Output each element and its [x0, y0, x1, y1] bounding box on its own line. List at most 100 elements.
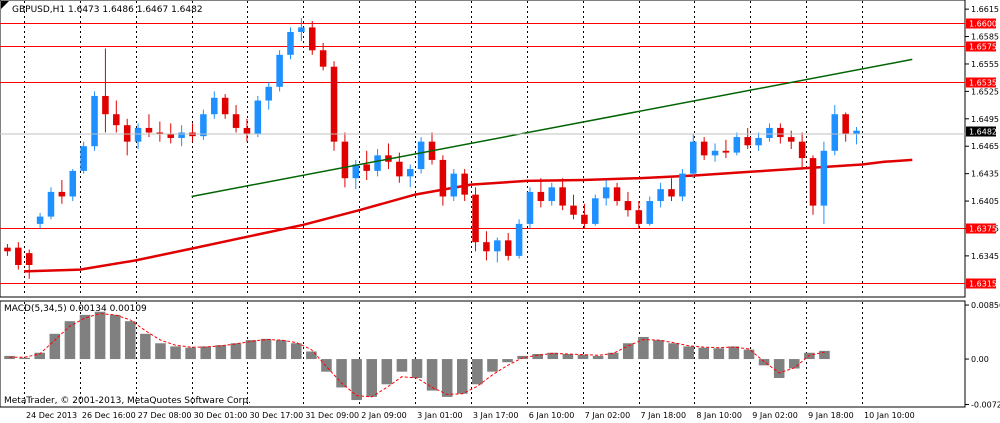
price-tick-label: 1.6555 [971, 60, 999, 69]
candle-body [602, 187, 610, 199]
macd-histogram [4, 311, 830, 401]
macd-bar [683, 346, 694, 360]
candle-body [47, 191, 55, 217]
trendline[interactable] [191, 58, 913, 198]
candle-body [211, 97, 218, 115]
time-tick-label: 30 Dec 17:00 [249, 411, 303, 420]
candle-body [145, 127, 153, 133]
macd-bar [638, 336, 649, 360]
macd-bar [155, 343, 166, 360]
level-label: 1.6375 [969, 225, 997, 234]
macd-bar [411, 359, 423, 378]
candle-body [559, 187, 566, 206]
horizontal-levels[interactable] [0, 23, 965, 284]
candle-body [276, 54, 283, 87]
macd-bar [743, 349, 755, 360]
macd-tick-label: 0.00 [971, 355, 989, 364]
level-label-box [966, 278, 996, 289]
candle-body [363, 164, 370, 171]
macd-bar [215, 345, 227, 360]
price-chart-panel[interactable]: GBPUSD,H1 1.6473 1.6486 1.6467 1.6482 [0, 0, 966, 298]
candle-body [265, 86, 272, 101]
time-tick-label: 31 Dec 09:00 [305, 411, 359, 420]
candle-body [744, 137, 751, 146]
macd-bar [502, 359, 513, 363]
macd-bar [788, 359, 800, 369]
macd-bar [819, 350, 830, 360]
macd-bar [713, 348, 725, 360]
candle-body [853, 130, 860, 135]
macd-bar [698, 347, 710, 360]
time-tick-label: 3 Jan 17:00 [473, 411, 519, 420]
candle-body [690, 141, 697, 174]
macd-tick-label: 0.00856 [971, 301, 1000, 310]
candle-body [820, 150, 828, 206]
macd-bar [124, 321, 136, 360]
candle-body [36, 216, 44, 224]
price-tick-label: 1.6405 [971, 197, 999, 206]
time-tick-label: 3 Jan 01:00 [417, 411, 463, 420]
candle-body [113, 114, 120, 126]
symbol-header: GBPUSD,H1 1.6473 1.6486 1.6467 1.6482 [12, 5, 203, 15]
candle-body [406, 169, 414, 177]
macd-bar [577, 354, 589, 360]
time-tick-label: 2 Jan 09:00 [361, 411, 407, 420]
candle-body [472, 194, 479, 243]
macd-bar [79, 314, 91, 360]
candle-body [700, 141, 708, 156]
candle-body [461, 173, 468, 195]
candle-body [308, 27, 316, 51]
candle-body [396, 161, 403, 177]
candle-body [679, 173, 686, 197]
candle-body [80, 146, 87, 171]
macd-bar [245, 340, 257, 360]
level-label-box [966, 18, 996, 29]
level-label-box [966, 41, 996, 52]
level-label: 1.6575 [969, 43, 997, 52]
candle-body [809, 158, 817, 206]
candle-body [91, 95, 98, 147]
candle-body [341, 141, 349, 179]
macd-bar [441, 359, 453, 397]
price-tick-label: 1.6435 [971, 170, 999, 179]
macd-panel[interactable]: MACD(5,34,5) 0.00134 0.00109 MetaTrader,… [0, 300, 966, 408]
trendline-layer[interactable] [191, 58, 913, 198]
time-tick-label: 9 Jan 02:00 [752, 411, 798, 420]
time-tick-label: 27 Dec 08:00 [138, 411, 192, 420]
macd-bar [607, 352, 619, 360]
candle-body [711, 150, 719, 156]
macd-bar [140, 333, 151, 360]
price-panel-frame [0, 0, 966, 298]
level-label: 1.6535 [969, 79, 997, 88]
price-tick-label: 1.6465 [971, 142, 999, 151]
macd-bar [456, 359, 468, 394]
current-price-box [966, 126, 996, 137]
candle-body [483, 242, 490, 252]
macd-bar [547, 352, 559, 360]
candle-body [178, 132, 185, 138]
candle-body [722, 150, 730, 153]
candle-body [15, 247, 22, 266]
macd-axis: 0.00856 0.00 -0.0072 [965, 301, 1000, 409]
candle-body [494, 240, 501, 252]
price-tick-label: 1.6585 [971, 33, 999, 42]
price-tick-label: 1.6495 [971, 115, 999, 124]
macd-bar [94, 311, 106, 360]
candle-body [570, 205, 577, 215]
candle-body [352, 164, 360, 179]
candle-body [200, 114, 207, 137]
candle-body [657, 189, 664, 202]
candle-body [439, 159, 447, 197]
candle-body [417, 141, 425, 170]
time-tick-label: 7 Jan 02:00 [585, 411, 631, 420]
macd-bar [668, 343, 679, 360]
candle-body [298, 27, 305, 32]
candle-body [831, 114, 839, 151]
macd-bar [472, 359, 483, 385]
candle-body [766, 127, 773, 138]
level-label: 1.6315 [969, 280, 997, 289]
macd-bar [170, 346, 181, 360]
candle-body [526, 191, 534, 224]
candle-body [592, 198, 599, 224]
